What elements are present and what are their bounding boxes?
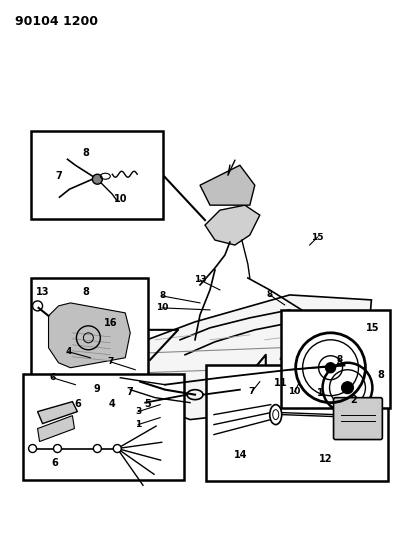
Circle shape [53, 445, 61, 453]
Text: 8: 8 [159, 292, 165, 301]
Text: 14: 14 [234, 449, 247, 459]
Polygon shape [83, 295, 371, 419]
Text: 7: 7 [249, 387, 255, 396]
Text: 6: 6 [74, 399, 81, 409]
Text: 8: 8 [82, 287, 89, 297]
Text: 7: 7 [55, 171, 62, 181]
Polygon shape [205, 205, 260, 245]
Text: 10: 10 [113, 194, 127, 204]
Text: 1: 1 [135, 420, 141, 429]
Text: 16: 16 [103, 318, 117, 328]
Circle shape [113, 445, 121, 453]
Text: 13: 13 [36, 287, 49, 297]
Polygon shape [38, 416, 75, 441]
Text: 1: 1 [317, 387, 324, 398]
Text: 10: 10 [156, 303, 168, 312]
Ellipse shape [270, 405, 282, 425]
Bar [22, 374, 184, 480]
Text: 5: 5 [144, 399, 150, 409]
FancyBboxPatch shape [334, 398, 383, 440]
Text: 8: 8 [377, 370, 384, 379]
Text: 8: 8 [267, 290, 273, 300]
Polygon shape [49, 303, 130, 368]
Text: 13: 13 [194, 276, 206, 285]
Text: 6: 6 [49, 373, 56, 382]
Text: 10: 10 [288, 387, 301, 396]
Circle shape [28, 445, 36, 453]
Text: 3: 3 [135, 407, 141, 416]
Circle shape [326, 363, 336, 373]
Polygon shape [38, 402, 77, 424]
Text: 15: 15 [311, 232, 324, 241]
Bar [30, 278, 148, 382]
Text: 11: 11 [274, 378, 288, 387]
Bar [206, 365, 388, 481]
Text: 4: 4 [65, 348, 72, 356]
Circle shape [92, 174, 102, 184]
Circle shape [342, 382, 353, 394]
Bar [281, 310, 390, 408]
Text: 4: 4 [109, 399, 115, 409]
Text: 8: 8 [336, 356, 342, 364]
Circle shape [93, 445, 101, 453]
Text: 2: 2 [350, 394, 357, 405]
Text: 6: 6 [51, 458, 58, 469]
Text: 8: 8 [82, 148, 89, 158]
Text: 90104 1200: 90104 1200 [15, 15, 98, 28]
Text: 7: 7 [127, 386, 134, 397]
Bar [30, 131, 163, 219]
Text: 15: 15 [366, 323, 379, 333]
Text: 12: 12 [319, 455, 332, 464]
Polygon shape [200, 165, 255, 205]
Text: 7: 7 [107, 357, 113, 366]
Text: 9: 9 [94, 384, 101, 394]
